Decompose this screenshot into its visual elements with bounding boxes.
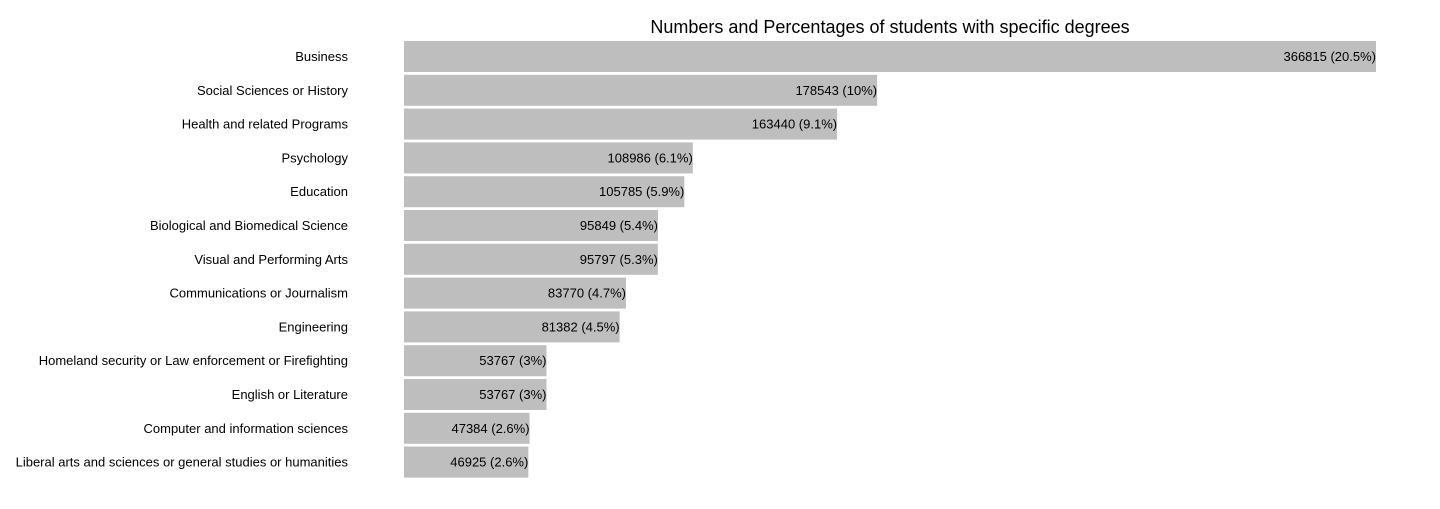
category-label: English or Literature	[232, 387, 348, 402]
data-label: 47384 (2.6%)	[451, 421, 529, 436]
bar	[404, 446, 529, 478]
data-label: 163440 (9.1%)	[752, 117, 837, 132]
bars-layer: Business 366815 (20.5%) Social Sciences or…	[16, 41, 1376, 478]
chart-title: Numbers and Percentages of students with…	[650, 17, 1129, 37]
bar-row: Biological and Biomedical Science 95849 (…	[150, 210, 658, 241]
category-label: Engineering	[279, 319, 348, 334]
bar-row: Computer and information sciences 47384 (…	[144, 412, 530, 444]
bar-row: Communications or Journalism 83770 (4.7%)	[170, 277, 626, 309]
data-label: 95849 (5.4%)	[580, 218, 658, 233]
data-label: 53767 (3%)	[479, 353, 546, 368]
category-label: Social Sciences or History	[197, 83, 348, 98]
category-label: Liberal arts and sciences or general stu…	[16, 455, 349, 470]
bar-row: Liberal arts and sciences or general stu…	[16, 446, 529, 478]
bar-row: Education 105785 (5.9%)	[290, 176, 685, 208]
data-label: 53767 (3%)	[479, 387, 546, 402]
data-label: 46925 (2.6%)	[450, 455, 528, 470]
bar	[404, 311, 620, 343]
bar	[404, 142, 693, 174]
bar	[404, 108, 838, 140]
category-label: Homeland security or Law enforcement or …	[39, 353, 348, 368]
bar	[404, 41, 1376, 72]
bar-row: English or Literature 53767 (3%)	[232, 379, 547, 410]
category-label: Health and related Programs	[182, 117, 349, 132]
bar	[404, 277, 626, 309]
bar	[404, 74, 878, 106]
bar-row: Business 366815 (20.5%)	[295, 41, 1376, 72]
data-label: 178543 (10%)	[795, 83, 877, 98]
bar	[404, 210, 658, 241]
data-label: 366815 (20.5%)	[1283, 49, 1376, 64]
data-label: 83770 (4.7%)	[548, 286, 626, 301]
category-label: Business	[295, 49, 348, 64]
data-label: 105785 (5.9%)	[599, 184, 684, 199]
bar	[404, 243, 658, 275]
category-label: Computer and information sciences	[144, 421, 349, 436]
bar-row: Homeland security or Law enforcement or …	[39, 345, 547, 377]
data-label: 95797 (5.3%)	[580, 252, 658, 267]
bar	[404, 345, 547, 377]
data-label: 108986 (6.1%)	[608, 150, 693, 165]
bar	[404, 176, 685, 208]
bar	[404, 412, 530, 444]
bar-row: Health and related Programs 163440 (9.1%)	[182, 108, 838, 140]
category-label: Education	[290, 184, 348, 199]
data-label: 81382 (4.5%)	[542, 319, 620, 334]
category-label: Communications or Journalism	[170, 286, 348, 301]
category-label: Biological and Biomedical Science	[150, 218, 348, 233]
bar-row: Engineering 81382 (4.5%)	[279, 311, 620, 343]
bar-row: Visual and Performing Arts 95797 (5.3%)	[194, 243, 658, 275]
category-label: Visual and Performing Arts	[194, 252, 348, 267]
bar-row: Social Sciences or History 178543 (10%)	[197, 74, 878, 106]
bar	[404, 379, 547, 410]
category-label: Psychology	[282, 150, 349, 165]
bar-row: Psychology 108986 (6.1%)	[282, 142, 693, 174]
